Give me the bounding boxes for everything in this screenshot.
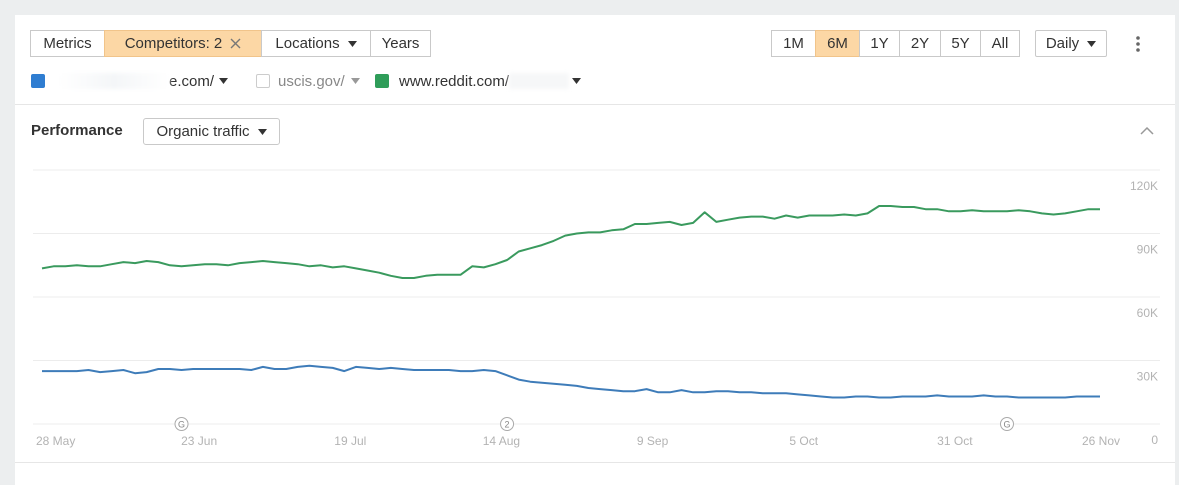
label: Organic traffic <box>156 123 250 140</box>
annotation-label: G <box>178 420 185 430</box>
checkbox-checked[interactable] <box>375 74 389 88</box>
checkbox-checked[interactable] <box>31 74 45 88</box>
filter-bar: Metrics Competitors: 2 Locations Years <box>30 30 431 57</box>
divider <box>15 104 1175 105</box>
caret <box>347 40 357 47</box>
range-button[interactable]: 5Y <box>940 30 981 57</box>
locations-button[interactable]: Locations <box>261 30 371 57</box>
label: Metrics <box>43 35 92 52</box>
series-toggle[interactable]: e.com/ <box>31 72 229 90</box>
label: Locations <box>275 35 340 52</box>
y-tick-label: 30K <box>1137 370 1158 384</box>
range-button[interactable]: All <box>980 30 1020 57</box>
section-title: Performance <box>31 122 123 139</box>
annotation-marker <box>500 417 515 431</box>
series-line <box>41 205 1100 279</box>
series-toggle[interactable]: www.reddit.com/ <box>375 72 582 90</box>
y-tick-label: 90K <box>1137 243 1158 257</box>
label: Daily <box>1045 35 1080 52</box>
annotation-label: G <box>1003 420 1010 430</box>
caret <box>350 78 360 84</box>
x-tick-label: 28 May <box>36 434 75 448</box>
interval-button[interactable]: Daily <box>1035 30 1107 57</box>
close-icon[interactable] <box>230 38 241 49</box>
years-button[interactable]: Years <box>370 30 431 57</box>
series-name: e.com/ <box>169 72 215 90</box>
x-tick-label: 23 Jun <box>181 434 217 448</box>
caret <box>219 78 229 84</box>
annotation-marker <box>174 417 189 431</box>
x-tick-label: 19 Jul <box>334 434 366 448</box>
divider <box>15 462 1175 463</box>
blurred-text <box>509 73 570 89</box>
x-tick-label: 5 Oct <box>789 434 818 448</box>
caret <box>1087 40 1097 47</box>
y-tick-label: 60K <box>1137 306 1158 320</box>
metrics-button[interactable]: Metrics <box>30 30 105 57</box>
checkbox-unchecked[interactable] <box>256 74 270 88</box>
caret <box>257 128 267 135</box>
y-tick-label: 0 <box>1151 433 1158 447</box>
y-tick-label: 120K <box>1130 179 1158 193</box>
metric-dropdown[interactable]: Organic traffic <box>143 118 280 145</box>
range-button[interactable]: 1M <box>771 30 816 57</box>
range-button[interactable]: 6M <box>815 30 860 57</box>
label: Competitors: 2 <box>124 35 223 52</box>
label: Years <box>381 35 420 52</box>
x-tick-label: 26 Nov <box>1082 434 1120 448</box>
collapse-icon[interactable] <box>1140 126 1154 135</box>
caret <box>572 78 582 84</box>
range-button[interactable]: 1Y <box>859 30 900 57</box>
annotation-label: 2 <box>505 420 510 430</box>
annotation-marker <box>999 417 1014 431</box>
range-bar: 1M 6M 1Y 2Y 5Y All <box>771 30 1020 57</box>
series-name: www.reddit.com/ <box>399 72 510 90</box>
interval-bar: Daily <box>1035 30 1107 57</box>
more-icon[interactable] <box>1134 35 1142 53</box>
x-tick-label: 14 Aug <box>483 434 520 448</box>
x-tick-label: 9 Sep <box>637 434 669 448</box>
panel <box>15 15 1175 485</box>
series-toggle[interactable]: uscis.gov/ <box>256 72 360 90</box>
site-name: uscis.gov/ <box>278 72 345 90</box>
series-line <box>42 364 1100 399</box>
blurred-text <box>59 73 169 89</box>
x-tick-label: 31 Oct <box>937 434 973 448</box>
